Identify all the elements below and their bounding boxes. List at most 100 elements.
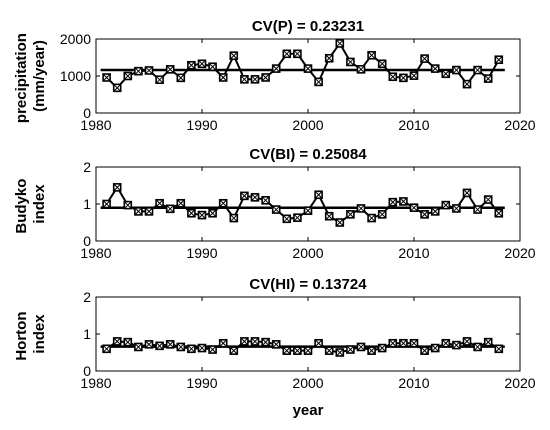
y-axis-label-line-2: index <box>31 314 48 354</box>
x-tick-label: 2020 <box>504 375 535 391</box>
y-tick-label: 0 <box>83 105 91 121</box>
y-tick-label: 0 <box>83 363 91 379</box>
data-point <box>430 343 440 353</box>
data-point <box>452 65 461 75</box>
data-point <box>441 200 451 210</box>
x-tick-label: 2020 <box>504 117 535 133</box>
data-point <box>483 74 493 83</box>
data-point <box>218 198 228 208</box>
data-point <box>271 340 281 349</box>
data-point <box>112 183 122 192</box>
data-point <box>303 206 313 215</box>
data-point <box>218 73 228 82</box>
data-point <box>367 346 376 355</box>
data-point <box>377 59 387 69</box>
data-point <box>282 49 292 59</box>
data-point <box>314 338 323 348</box>
data-point <box>176 342 186 352</box>
data-point <box>271 64 281 73</box>
panel-title: CV(BI) = 0.25084 <box>249 146 367 163</box>
data-point <box>293 346 302 355</box>
x-tick-label: 2000 <box>292 245 323 261</box>
y-axis-label-line-2: index <box>31 184 48 224</box>
data-point <box>197 343 207 353</box>
data-point <box>293 49 302 59</box>
data-point <box>303 64 313 73</box>
x-tick-label: 2010 <box>398 375 429 391</box>
data-point <box>483 337 493 347</box>
data-point <box>102 344 111 354</box>
data-point <box>324 53 334 63</box>
panel-horton: CV(HI) = 0.13724 Horton index year 1980 1… <box>13 276 536 419</box>
data-point <box>261 196 270 205</box>
data-point <box>356 204 366 213</box>
data-point <box>367 213 376 223</box>
data-point <box>314 77 323 87</box>
data-point <box>261 337 270 347</box>
data-point <box>155 341 164 351</box>
data-point <box>144 207 154 216</box>
y-axis-label: Budyko index <box>13 174 48 233</box>
data-point <box>388 197 398 207</box>
y-axis-label-line-2: (mm/year) <box>31 40 48 112</box>
plot-frame <box>95 296 521 372</box>
panel-title: CV(P) = 0.23231 <box>252 18 364 35</box>
data-point <box>134 342 143 352</box>
data-point <box>377 343 387 353</box>
data-point <box>409 71 419 80</box>
data-point <box>229 346 239 355</box>
data-point <box>271 205 281 214</box>
y-axis-label-line-1: precipitation <box>13 33 30 123</box>
x-tick-label: 1990 <box>186 245 217 261</box>
data-point <box>452 340 461 350</box>
data-point <box>409 203 419 212</box>
data-point <box>155 75 164 84</box>
data-point <box>229 213 239 223</box>
data-point <box>473 342 482 352</box>
data-point <box>165 65 175 74</box>
data-point <box>102 73 111 82</box>
data-point <box>473 65 482 75</box>
data-point <box>420 346 429 355</box>
data-point <box>165 340 175 349</box>
data-point <box>187 344 196 354</box>
data-point <box>144 66 154 75</box>
data-point <box>112 337 122 346</box>
data-point <box>134 207 143 216</box>
data-point <box>176 198 186 208</box>
data-point <box>324 346 334 355</box>
x-tick-label: 1980 <box>80 375 111 391</box>
data-point <box>187 208 196 218</box>
panel-title: CV(HI) = 0.13724 <box>249 276 367 293</box>
data-point <box>367 50 376 60</box>
data-point <box>377 210 387 219</box>
data-point <box>144 340 154 349</box>
data-point <box>399 73 408 83</box>
data-point <box>261 73 270 82</box>
data-point <box>335 39 345 48</box>
x-axis-label: year <box>293 402 324 419</box>
y-tick-label: 2000 <box>60 31 91 47</box>
data-point <box>441 69 451 79</box>
data-point <box>250 75 260 84</box>
data-point <box>483 195 493 204</box>
data-point <box>250 193 260 202</box>
y-tick-label: 0 <box>83 233 91 249</box>
data-point <box>430 64 440 73</box>
x-tick-label: 2000 <box>292 117 323 133</box>
x-tick-label: 2010 <box>398 245 429 261</box>
data-point <box>494 55 504 65</box>
panel-precipitation: CV(P) = 0.23231 precipitation (mm/year) … <box>13 18 536 133</box>
data-point <box>229 51 239 60</box>
y-tick-label: 2 <box>83 159 91 175</box>
data-point <box>250 337 260 346</box>
y-tick-label: 1 <box>83 326 91 342</box>
data-point <box>176 73 186 83</box>
series-line <box>105 185 500 224</box>
data-point <box>356 65 366 74</box>
data-point <box>462 337 472 346</box>
x-tick-label: 1990 <box>186 375 217 391</box>
data-point <box>240 337 249 346</box>
data-point <box>112 83 122 93</box>
